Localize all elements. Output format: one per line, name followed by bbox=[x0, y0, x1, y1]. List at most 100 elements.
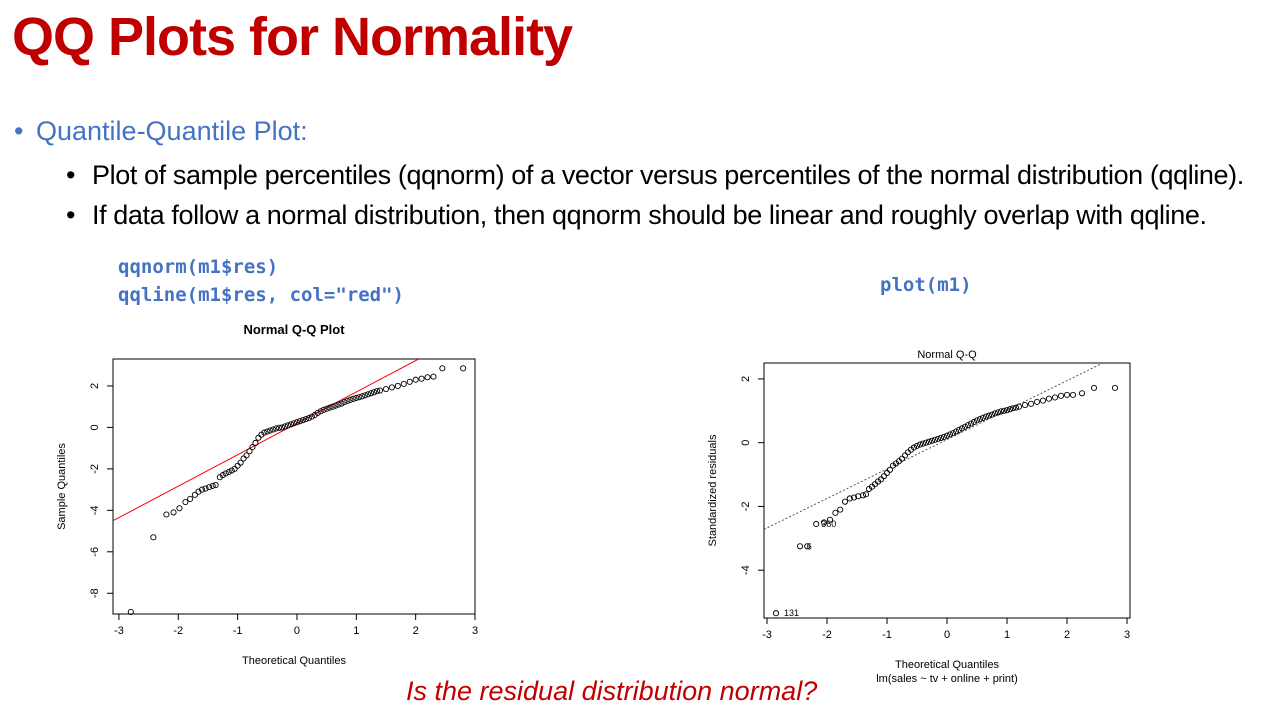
data-point bbox=[299, 417, 306, 424]
data-point bbox=[813, 520, 820, 528]
data-point bbox=[862, 491, 870, 498]
data-point bbox=[1063, 391, 1071, 398]
data-point bbox=[820, 519, 828, 526]
data-point bbox=[1012, 404, 1020, 411]
data-point bbox=[772, 610, 780, 617]
data-point bbox=[859, 492, 867, 499]
data-point bbox=[826, 516, 834, 523]
data-point bbox=[150, 534, 157, 541]
data-point bbox=[359, 393, 366, 400]
data-point bbox=[1078, 390, 1086, 397]
data-point bbox=[225, 468, 232, 476]
data-point bbox=[832, 509, 839, 516]
slide-title: QQ Plots for Normality bbox=[12, 7, 573, 67]
data-point bbox=[1000, 407, 1008, 414]
data-point bbox=[246, 448, 253, 455]
data-point bbox=[919, 440, 927, 447]
qq-reference-line bbox=[113, 359, 419, 522]
data-point bbox=[350, 395, 357, 402]
data-point bbox=[1015, 403, 1023, 410]
data-point bbox=[880, 473, 888, 480]
data-point bbox=[1111, 384, 1119, 391]
data-point bbox=[877, 476, 885, 483]
y-tick-label: -6 bbox=[89, 547, 101, 557]
data-point bbox=[1027, 400, 1035, 407]
x-tick-label: 1 bbox=[353, 625, 359, 637]
sub-bullet-2: • If data follow a normal distribution, t… bbox=[66, 200, 1207, 231]
x-tick-label: -3 bbox=[762, 629, 772, 641]
y-tick-label: -4 bbox=[89, 505, 101, 515]
data-point bbox=[270, 426, 277, 433]
y-axis-label: Sample Quantiles bbox=[56, 443, 68, 530]
y-tick-label: -8 bbox=[89, 588, 101, 598]
data-point bbox=[332, 402, 339, 409]
data-point bbox=[335, 401, 342, 408]
data-point bbox=[991, 410, 999, 417]
y-tick-label: 2 bbox=[89, 383, 101, 389]
data-point bbox=[958, 425, 966, 432]
data-point bbox=[901, 452, 909, 459]
data-point bbox=[1021, 402, 1029, 409]
data-point bbox=[202, 485, 209, 492]
data-point bbox=[237, 459, 244, 466]
data-point bbox=[382, 386, 390, 393]
data-point bbox=[394, 382, 401, 390]
x-tick-label: 2 bbox=[1064, 629, 1070, 641]
data-point bbox=[187, 495, 194, 502]
data-point bbox=[206, 484, 213, 491]
data-point bbox=[293, 419, 301, 426]
data-point bbox=[439, 365, 446, 372]
data-point bbox=[928, 437, 936, 444]
data-point bbox=[219, 472, 226, 479]
data-point bbox=[1057, 392, 1065, 399]
data-point bbox=[460, 365, 467, 372]
data-point bbox=[940, 433, 948, 440]
data-point bbox=[296, 418, 303, 425]
data-point bbox=[282, 423, 289, 430]
data-point bbox=[320, 406, 327, 413]
data-point bbox=[252, 439, 259, 447]
data-point bbox=[1009, 405, 1017, 412]
outlier-label: 131 bbox=[784, 608, 799, 618]
data-point bbox=[302, 416, 309, 423]
data-point bbox=[1039, 397, 1047, 404]
data-point bbox=[850, 494, 858, 501]
data-point bbox=[976, 416, 984, 423]
outlier-label: 360 bbox=[821, 519, 836, 529]
data-point bbox=[374, 388, 381, 395]
data-point bbox=[338, 400, 345, 407]
data-point bbox=[308, 413, 315, 420]
data-point bbox=[365, 391, 372, 398]
data-point bbox=[344, 397, 351, 404]
data-point bbox=[418, 375, 425, 382]
sub-bullet-1-text: Plot of sample percentiles (qqnorm) of a… bbox=[92, 160, 1244, 190]
data-point bbox=[898, 455, 906, 462]
data-point bbox=[127, 608, 134, 615]
data-point bbox=[368, 390, 375, 397]
data-point bbox=[994, 409, 1002, 416]
data-point bbox=[952, 428, 960, 435]
data-point bbox=[1006, 406, 1014, 413]
data-point bbox=[841, 498, 849, 505]
data-point bbox=[970, 418, 978, 426]
y-tick-label: 2 bbox=[740, 376, 752, 382]
data-point bbox=[276, 424, 283, 431]
outlier-label: 6 bbox=[807, 541, 812, 551]
data-point bbox=[317, 408, 324, 415]
data-point bbox=[982, 413, 990, 420]
chart-plot-m1: Normal Q-Q -3 -2 -1 0 1 2 3 -4 -2 0 2 Theoretical Qu… bbox=[707, 349, 1131, 685]
data-point bbox=[182, 498, 189, 506]
data-point bbox=[222, 470, 229, 477]
data-point bbox=[388, 384, 395, 391]
data-point bbox=[329, 403, 336, 410]
x-tick-label: 2 bbox=[413, 625, 419, 637]
x-tick-label: -3 bbox=[114, 625, 124, 637]
data-point bbox=[961, 423, 969, 430]
plot-frame bbox=[112, 358, 476, 615]
data-point bbox=[376, 387, 384, 394]
x-tick-label: 1 bbox=[1004, 629, 1010, 641]
data-point bbox=[273, 425, 280, 432]
qq-reference-line bbox=[764, 363, 1104, 530]
data-point bbox=[347, 396, 354, 403]
data-point bbox=[264, 428, 271, 435]
